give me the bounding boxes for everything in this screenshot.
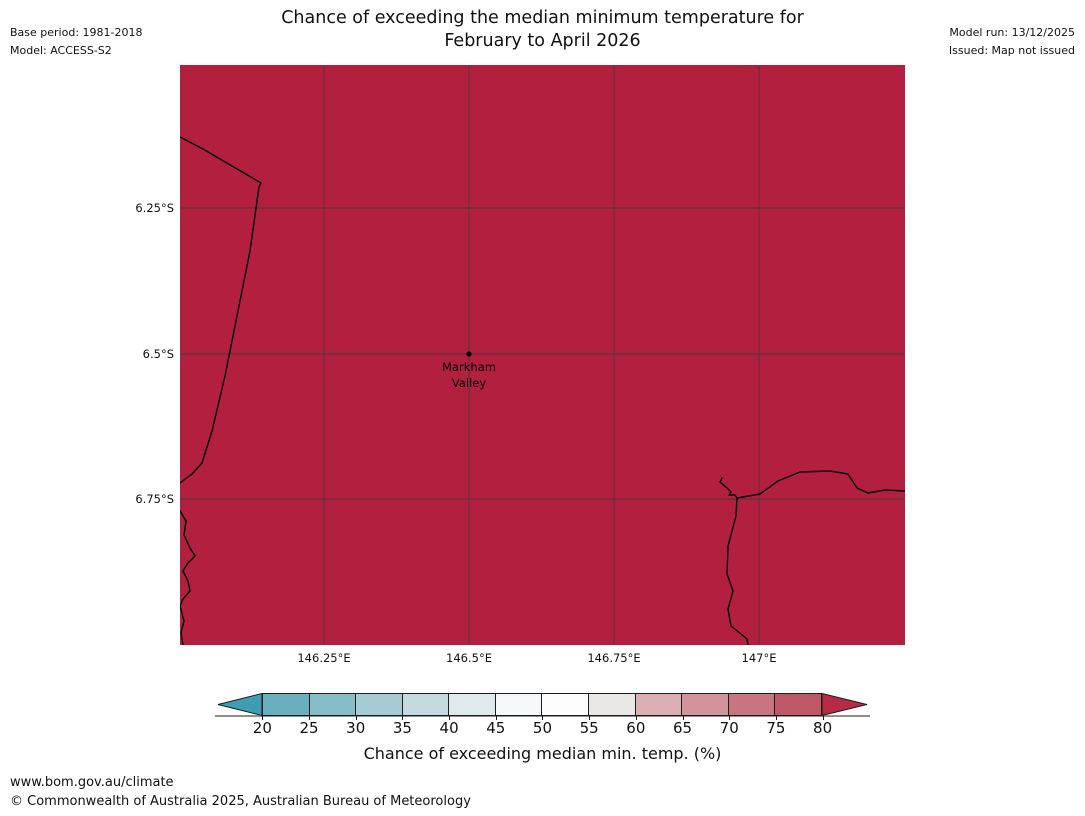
footer-copyright: © Commonwealth of Australia 2025, Austra… — [10, 794, 471, 809]
longitude-label: 147°E — [741, 651, 777, 665]
colorbar-tick-label: 40 — [426, 715, 473, 737]
location-label-line1: Markham — [442, 360, 496, 374]
location-marker-dot — [466, 351, 472, 357]
colorbar-segment — [356, 694, 403, 715]
graticule — [180, 65, 905, 645]
colorbar-tick-label: 70 — [706, 715, 753, 737]
colorbar-right-arrow — [822, 693, 868, 716]
colorbar-segment — [542, 694, 590, 715]
colorbar-segment — [728, 694, 776, 715]
map-fill — [180, 65, 905, 645]
run-info-left: Base period: 1981-2018 Model: ACCESS-S2 — [10, 24, 142, 60]
colorbar-tick-label: 45 — [472, 715, 519, 737]
issued-label: Issued: Map not issued — [948, 44, 1075, 57]
colorbar-tick-label: 35 — [379, 715, 426, 737]
location-label-line2: Valley — [451, 376, 487, 390]
colorbar-scale — [262, 693, 822, 716]
base-period-label: Base period: 1981-2018 — [10, 26, 143, 39]
colorbar-caption: Chance of exceeding median min. temp. (%… — [363, 744, 722, 763]
longitude-label: 146.5°E — [446, 651, 492, 665]
longitude-label: 146.25°E — [297, 651, 351, 665]
colorbar-tick-label: 20 — [239, 715, 286, 737]
colorbar-tick-label: 60 — [613, 715, 660, 737]
colorbar-segment — [635, 694, 683, 715]
footer-url: www.bom.gov.au/climate — [10, 775, 174, 790]
colorbar-segment — [262, 694, 310, 715]
longitude-label: 146.75°E — [587, 651, 641, 665]
colorbar-tick-label: 30 — [332, 715, 379, 737]
run-info-right: Model run: 13/12/2025 Issued: Map not is… — [949, 24, 1075, 60]
model-label: Model: ACCESS-S2 — [10, 44, 112, 57]
colorbar-tick-label: 55 — [566, 715, 613, 737]
colorbar-tick-label: 75 — [753, 715, 800, 737]
latitude-label: 6.75°S — [135, 492, 174, 506]
model-run-label: Model run: 13/12/2025 — [949, 26, 1075, 39]
latitude-label: 6.25°S — [135, 201, 174, 215]
colorbar-segment — [682, 694, 729, 715]
colorbar-tick-label: 25 — [286, 715, 333, 737]
colorbar-right-arrow-shape — [822, 693, 868, 716]
colorbar-tick-label: 65 — [659, 715, 706, 737]
colorbar — [217, 693, 868, 716]
colorbar-tick-label: 80 — [799, 715, 846, 737]
colorbar-segment — [775, 694, 822, 715]
colorbar-left-arrow — [217, 693, 262, 716]
colorbar-segment — [495, 694, 543, 715]
page-title-line2: February to April 2026 — [444, 31, 641, 51]
colorbar-segment — [309, 694, 357, 715]
page-title-line1: Chance of exceeding the median minimum t… — [281, 8, 804, 28]
colorbar-segment — [402, 694, 450, 715]
coastline — [180, 136, 905, 645]
map-canvas: Markham Valley — [180, 65, 905, 645]
colorbar-tick-labels: 20 25 30 35 40 45 50 55 60 65 70 75 80 — [239, 715, 846, 737]
colorbar-segment — [589, 694, 636, 715]
page-title: Chance of exceeding the median minimum t… — [0, 7, 1085, 53]
footer: www.bom.gov.au/climate © Commonwealth of… — [10, 773, 471, 811]
latitude-label: 6.5°S — [142, 347, 174, 361]
colorbar-segment — [449, 694, 496, 715]
colorbar-tick-label: 50 — [519, 715, 566, 737]
map-svg — [180, 65, 905, 645]
colorbar-left-arrow-shape — [217, 693, 262, 716]
